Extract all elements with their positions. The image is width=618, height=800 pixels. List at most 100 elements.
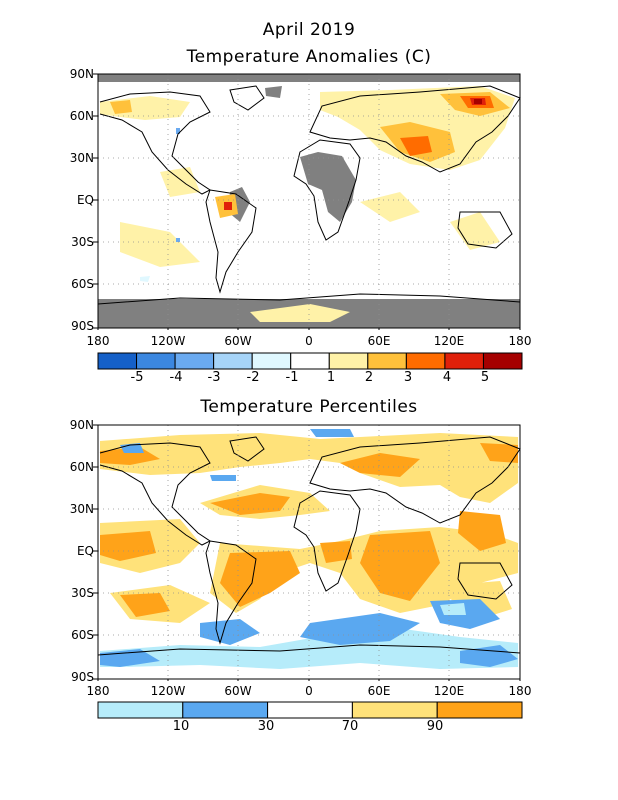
lat-label-eq: EQ (76, 193, 94, 207)
lon-label-180e: 180 (508, 684, 532, 698)
anomaly-gridlines (98, 74, 520, 328)
shaded-region (100, 447, 160, 465)
percentile-colorbar-label: 10 (172, 719, 190, 734)
shaded-region (400, 136, 432, 156)
lon-label-120e: 120E (433, 684, 465, 698)
anomaly-colorbar-swatch (444, 352, 484, 370)
lon-label-60e: 60E (367, 684, 391, 698)
shaded-region (100, 627, 518, 669)
anomaly-colorbar-swatch (251, 352, 292, 370)
anomaly-colorbar-swatch (174, 352, 215, 370)
shaded-region (140, 276, 150, 282)
anomaly-colorbar-label: -5 (130, 370, 144, 385)
anomaly-colorbar-label: 1 (326, 370, 336, 385)
anomaly-colorbar-label: -4 (169, 370, 183, 385)
percentile-axis-ticks (93, 424, 521, 681)
anomaly-map (93, 73, 521, 330)
lat-label-60s: 60S (71, 628, 94, 642)
anomaly-colorbar-label: 3 (403, 370, 413, 385)
anomaly-missing-data (98, 74, 520, 328)
anomaly-colorbar-label: -2 (246, 370, 260, 385)
shaded-region (320, 541, 352, 563)
map-title-date: April 2019 (262, 20, 356, 40)
anomaly-colorbar (97, 352, 523, 370)
continent-outlines (97, 85, 521, 305)
shaded-region (210, 527, 518, 613)
percentile-colorbar-label: 70 (341, 719, 359, 734)
percentile-map (93, 424, 521, 681)
lon-label-0: 0 (305, 684, 313, 698)
percentile-colorbar-swatch (267, 701, 353, 719)
lon-label-180e: 180 (508, 334, 532, 348)
shaded-region (480, 443, 518, 463)
shaded-region (300, 613, 420, 645)
lon-label-60w: 60W (224, 684, 252, 698)
percentile-above-normal (100, 433, 518, 623)
percentile-colorbar (97, 701, 523, 719)
anomaly-colorbar-swatch (97, 352, 138, 370)
anomaly-warm-patches (100, 86, 515, 322)
lat-label-60n: 60N (69, 109, 94, 123)
anomaly-colorbar-label: 5 (480, 370, 490, 385)
shaded-region (360, 531, 440, 601)
lat-label-30s: 30S (71, 586, 94, 600)
anomaly-colorbar-label: -3 (207, 370, 221, 385)
shaded-region (98, 74, 520, 82)
anomaly-colorbar-label: -1 (285, 370, 299, 385)
anomaly-colorbar-swatch (482, 352, 523, 370)
lon-label-0: 0 (305, 334, 313, 348)
anomaly-axis-ticks (93, 73, 521, 330)
shaded-region (460, 645, 518, 667)
lat-label-30n: 30N (69, 151, 94, 165)
shaded-region (200, 619, 260, 645)
lon-label-180w: 180 (86, 684, 110, 698)
shaded-region (474, 99, 482, 104)
shaded-region (176, 238, 180, 242)
lon-label-120e: 120E (433, 334, 465, 348)
shaded-region (100, 531, 156, 561)
lat-label-eq: EQ (76, 544, 94, 558)
shaded-region (120, 593, 170, 617)
percentile-colorbar-swatch (436, 701, 523, 719)
anomaly-colorbar-swatch (367, 352, 407, 370)
lat-label-90s: 90S (71, 670, 94, 684)
lon-label-180w: 180 (86, 334, 110, 348)
map-title-percentiles: Temperature Percentiles (200, 397, 418, 417)
anomaly-colorbar-swatch (136, 352, 176, 370)
shaded-region (210, 475, 236, 481)
shaded-region (440, 603, 466, 615)
anomaly-map-frame (97, 73, 521, 329)
lat-label-60s: 60S (71, 277, 94, 291)
lat-label-60n: 60N (69, 460, 94, 474)
shaded-region (310, 429, 354, 437)
percentile-colorbar-label: 30 (257, 719, 275, 734)
anomaly-colorbar-swatch (213, 352, 253, 370)
anomaly-colorbar-swatch (328, 352, 369, 370)
shaded-region (265, 86, 282, 98)
percentile-colorbar-swatch (182, 701, 269, 719)
shaded-region (100, 433, 518, 503)
shaded-region (120, 443, 144, 453)
percentile-map-frame (97, 424, 521, 680)
lon-label-60e: 60E (367, 334, 391, 348)
anomaly-colorbar-swatch (290, 352, 330, 370)
percentile-colorbar-swatch (97, 701, 184, 719)
lat-label-90s: 90S (71, 319, 94, 333)
shaded-region (340, 453, 420, 477)
percentile-colorbar-swatch (351, 701, 438, 719)
shaded-region (300, 152, 356, 222)
lat-label-90n: 90N (69, 418, 94, 432)
percentile-colorbar-label: 90 (426, 719, 444, 734)
anomaly-colorbar-label: 4 (442, 370, 452, 385)
map-title-anomalies: Temperature Anomalies (C) (186, 47, 432, 67)
anomaly-colorbar-label: 2 (364, 370, 374, 385)
anomaly-colorbar-swatch (405, 352, 446, 370)
shaded-region (220, 551, 300, 607)
lon-label-60w: 60W (224, 334, 252, 348)
shaded-region (110, 100, 132, 114)
lat-label-30s: 30S (71, 235, 94, 249)
lat-label-90n: 90N (69, 67, 94, 81)
shaded-region (210, 493, 290, 515)
lon-label-120w: 120W (150, 334, 186, 348)
lon-label-120w: 120W (150, 684, 186, 698)
